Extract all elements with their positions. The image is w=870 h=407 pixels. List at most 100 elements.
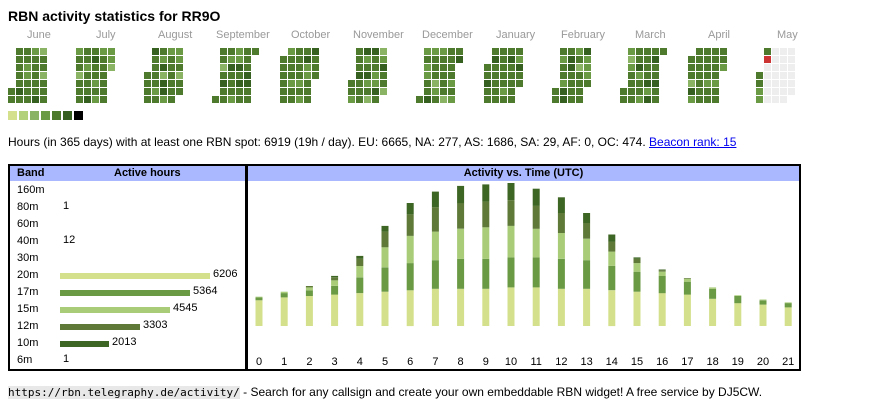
- band-name: 80m: [17, 201, 39, 213]
- calendar-day: [424, 56, 431, 63]
- calendar-day: [372, 48, 379, 55]
- activity-bar-12m-h14: [608, 241, 616, 252]
- calendar-day: [160, 48, 167, 55]
- calendar-day: [704, 48, 711, 55]
- activity-bar-12m-h17: [683, 278, 691, 279]
- activity-bar-17m-h5: [381, 267, 389, 292]
- hour-tick-label: 0: [256, 356, 262, 368]
- legend-swatch: [52, 111, 61, 120]
- calendar-day: [424, 72, 431, 79]
- calendar-day: [40, 96, 47, 103]
- activity-bar-20m-h20: [759, 304, 767, 326]
- calendar-day: [312, 48, 319, 55]
- beacon-rank-link[interactable]: Beacon rank: 15: [649, 135, 737, 149]
- calendar-day: [348, 96, 355, 103]
- calendar-day: [228, 48, 235, 55]
- activity-chart-title: Activity vs. Time (UTC): [248, 166, 799, 181]
- page-title: RBN activity statistics for RR9O: [8, 8, 221, 24]
- calendar-day: [32, 64, 39, 71]
- calendar-day: [568, 96, 575, 103]
- activity-bar-17m-h7: [431, 260, 439, 289]
- calendar-day: [312, 56, 319, 63]
- calendar-day: [652, 80, 659, 87]
- calendar-day: [508, 96, 515, 103]
- activity-bar-20m-h8: [457, 288, 465, 326]
- calendar-day: [76, 88, 83, 95]
- calendar-day: [688, 56, 695, 63]
- activity-bar-10m-h7: [431, 191, 439, 208]
- calendar-day: [92, 80, 99, 87]
- calendar-day: [712, 48, 719, 55]
- band-hours-value: 12: [63, 234, 76, 246]
- calendar-day: [644, 64, 651, 71]
- footer: https://rbn.telegraphy.de/activity/ - Se…: [8, 385, 762, 399]
- calendar-day: [84, 64, 91, 71]
- calendar-day: [628, 56, 635, 63]
- calendar-day: [500, 88, 507, 95]
- band-name: 6m: [17, 354, 33, 366]
- activity-bar-12m-h3: [331, 277, 339, 281]
- calendar-day: [484, 80, 491, 87]
- calendar-day: [108, 48, 115, 55]
- calendar-day: [16, 64, 23, 71]
- calendar-day: [176, 56, 183, 63]
- calendar-day: [772, 48, 779, 55]
- calendar-day: [500, 80, 507, 87]
- calendar-day: [688, 88, 695, 95]
- calendar-day: [432, 80, 439, 87]
- calendar-day: [764, 72, 771, 79]
- calendar-day: [440, 48, 447, 55]
- band-hours-value: 5364: [193, 285, 218, 297]
- calendar-day: [508, 56, 515, 63]
- calendar-day: [236, 56, 243, 63]
- calendar-day: [560, 80, 567, 87]
- calendar-day: [176, 64, 183, 71]
- calendar-day: [176, 48, 183, 55]
- calendar-day: [484, 96, 491, 103]
- footer-url[interactable]: https://rbn.telegraphy.de/activity/: [8, 386, 240, 399]
- calendar-day: [508, 72, 515, 79]
- month-label-february: February: [561, 29, 606, 41]
- activity-bar-10m-h6: [406, 203, 414, 215]
- calendar-day: [220, 72, 227, 79]
- activity-bar-20m-h15: [633, 291, 641, 326]
- calendar-day: [228, 72, 235, 79]
- calendar-day: [712, 96, 719, 103]
- activity-bar-12m-h10: [507, 200, 515, 226]
- activity-bar-15m-h20: [759, 299, 767, 301]
- calendar-day: [576, 72, 583, 79]
- calendar-day: [380, 48, 387, 55]
- band-hours-value: 1: [63, 200, 70, 212]
- activity-chart-panel: 01234567891011121314151617181920212223 A…: [246, 164, 801, 371]
- calendar-day: [364, 96, 371, 103]
- band-name: 15m: [17, 303, 39, 315]
- activity-bar-17m-h4: [356, 277, 364, 294]
- calendar-day: [244, 96, 251, 103]
- calendar-day: [696, 48, 703, 55]
- activity-bar-10m-h4: [356, 255, 364, 259]
- calendar-day: [712, 56, 719, 63]
- band-row-80m: 80m 1: [10, 199, 245, 216]
- calendar-day: [780, 56, 787, 63]
- calendar-day: [152, 64, 159, 71]
- hour-tick-label: 3: [332, 356, 338, 368]
- legend-swatch: [19, 111, 28, 120]
- calendar-day: [568, 56, 575, 63]
- legend-swatch: [30, 111, 39, 120]
- activity-bar-17m-h13: [583, 260, 591, 289]
- band-name: 30m: [17, 252, 39, 264]
- activity-bar-12m-h5: [381, 231, 389, 248]
- calendar-day: [440, 72, 447, 79]
- calendar-day: [712, 80, 719, 87]
- band-row-17m: 17m 5364: [10, 284, 245, 301]
- activity-bar-20m-h5: [381, 291, 389, 326]
- calendar-day: [516, 48, 523, 55]
- legend-swatch: [41, 111, 50, 120]
- calendar-day: [764, 80, 771, 87]
- calendar-day: [372, 64, 379, 71]
- calendar-day: [152, 80, 159, 87]
- calendar-day: [508, 88, 515, 95]
- calendar-day: [568, 72, 575, 79]
- calendar-day: [84, 80, 91, 87]
- activity-bar-17m-h0: [255, 297, 263, 301]
